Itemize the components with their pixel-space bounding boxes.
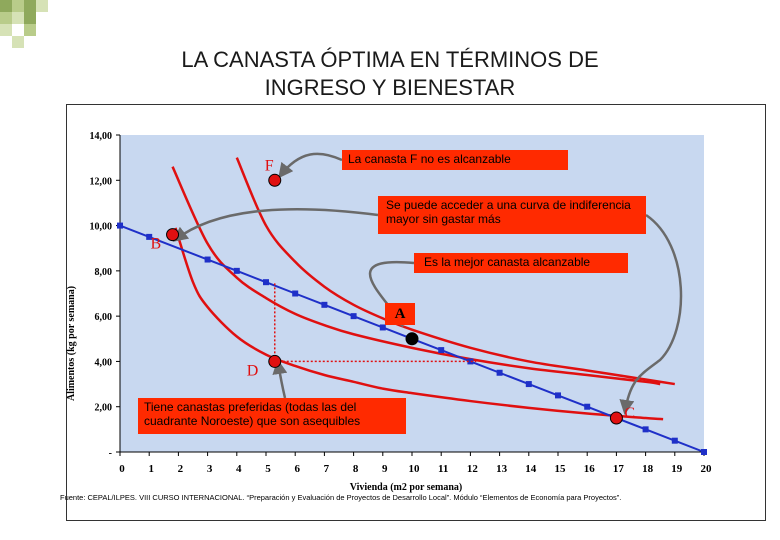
arrow-to-f [278, 152, 343, 179]
x-tick-label: 13 [496, 463, 508, 475]
corner-decoration [0, 0, 60, 48]
budget-marker [146, 233, 153, 240]
x-tick-label: 2 [178, 463, 184, 475]
x-tick-label: 18 [642, 463, 654, 475]
point-label-d: D [247, 362, 259, 379]
budget-marker [584, 403, 591, 410]
x-axis-label: Vivienda (m2 por semana) [350, 482, 463, 493]
note-a-label: A [385, 303, 415, 325]
x-tick-label: 14 [525, 463, 537, 475]
note-f-unreachable: La canasta F no es alcanzable [342, 150, 568, 170]
x-tick-label: 7 [324, 463, 330, 475]
source-note: Fuente: CEPAL/ILPES. VIII CURSO INTERNAC… [60, 493, 622, 502]
note-best-basket: Es la mejor canasta alcanzable [414, 253, 628, 273]
note-d-preferred: Tiene canastas preferidas (todas las del… [138, 398, 406, 434]
annotation-arrows [172, 152, 683, 415]
y-tick-label: 12,00 [90, 176, 113, 187]
budget-marker [321, 301, 328, 308]
arrow-to-c [619, 213, 683, 415]
x-tick-label: 19 [671, 463, 683, 475]
x-tick-label: 10 [409, 463, 421, 475]
y-tick-label: 8,00 [95, 267, 113, 278]
point-b [166, 228, 180, 242]
budget-marker [263, 279, 269, 286]
budget-marker [350, 313, 357, 320]
budget-marker [496, 369, 503, 376]
budget-marker [525, 381, 532, 388]
budget-marker [438, 347, 445, 354]
point-d [268, 354, 282, 368]
budget-marker [555, 392, 561, 399]
x-tick-label: 4 [236, 463, 242, 475]
title-line-2: INGRESO Y BIENESTAR [264, 75, 516, 100]
y-tick-label: 4,00 [95, 357, 113, 368]
x-tick-label: 15 [555, 463, 567, 475]
budget-marker [701, 449, 707, 455]
y-tick-label: 2,00 [95, 403, 113, 414]
x-tick-label: 20 [701, 463, 713, 475]
budget-marker [642, 426, 649, 433]
x-tick-label: 17 [613, 463, 625, 475]
x-tick-label: 16 [584, 463, 596, 475]
y-axis-label: Alimentos (kg por semana) [66, 286, 77, 401]
x-tick-label: 11 [438, 463, 448, 475]
budget-marker [379, 324, 386, 331]
budget-marker [467, 358, 474, 365]
title-line-1: LA CANASTA ÓPTIMA EN TÉRMINOS DE [181, 47, 599, 72]
budget-marker [292, 290, 299, 297]
y-tick-label: 6,00 [95, 312, 113, 323]
budget-marker [233, 267, 240, 274]
arrow-to-b [172, 208, 379, 242]
x-tick-label: 9 [382, 463, 388, 475]
x-tick-label: 0 [119, 463, 125, 475]
x-tick-label: 12 [467, 463, 479, 475]
budget-marker [117, 222, 123, 229]
budget-marker [671, 437, 678, 444]
page-title: LA CANASTA ÓPTIMA EN TÉRMINOS DE INGRESO… [0, 46, 780, 102]
point-f [268, 173, 282, 187]
x-tick-label: 5 [265, 463, 271, 475]
note-higher-curve: Se puede acceder a una curva de indifere… [378, 196, 646, 234]
basket-points: F B D C [151, 157, 635, 425]
x-tick-label: 3 [207, 463, 213, 475]
y-tick-label: 10,00 [90, 222, 113, 233]
point-label-b: B [151, 236, 162, 253]
budget-marker [204, 256, 211, 263]
point-a [405, 332, 419, 346]
x-tick-label: 1 [148, 463, 154, 475]
point-label-f: F [265, 157, 274, 174]
x-tick-label: 8 [353, 463, 359, 475]
x-tick-label: 6 [294, 463, 300, 475]
point-label-c: C [624, 405, 635, 422]
y-tick-label: - [109, 448, 112, 459]
y-tick-label: 14,00 [90, 131, 113, 142]
indifference-curve-2 [174, 227, 664, 421]
indifference-curve-1 [171, 166, 661, 386]
point-c [609, 411, 623, 425]
